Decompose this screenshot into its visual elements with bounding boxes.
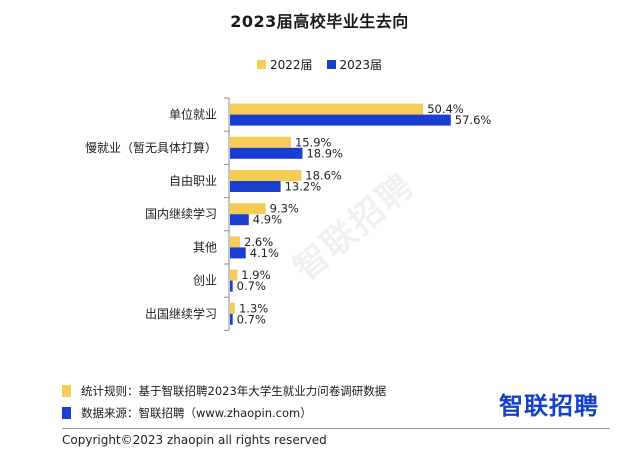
bar-2023 — [230, 181, 281, 192]
category-label: 其他 — [193, 240, 217, 254]
footer-divider — [62, 428, 610, 429]
category-label: 自由职业 — [169, 174, 217, 188]
bar-2022 — [230, 236, 240, 248]
copyright-text: Copyright©2023 zhaopin all rights reserv… — [62, 433, 327, 447]
legend-swatch-2022 — [256, 60, 266, 69]
value-label-2022: 1.9% — [241, 268, 270, 282]
bar-2023 — [230, 114, 451, 126]
value-label-2023: 57.6% — [455, 113, 492, 127]
footnote-rule: 统计规则：基于智联招聘2023年大学生就业力问卷调研数据 — [62, 380, 386, 402]
category-label: 国内继续学习 — [145, 206, 217, 221]
value-label-2022: 18.6% — [305, 169, 342, 183]
value-label-2023: 0.7% — [237, 279, 266, 293]
value-label-2023: 13.2% — [285, 180, 322, 194]
category-label: 出国继续学习 — [145, 306, 217, 321]
bar-2022 — [230, 170, 302, 181]
category-label: 慢就业（暂无具体打算） — [85, 140, 217, 155]
category-label: 创业 — [193, 274, 217, 288]
footnote-marker-yellow — [62, 385, 71, 397]
bar-2023 — [230, 214, 249, 226]
bar-2022 — [230, 269, 238, 281]
chart-legend: 2022届 2023届 — [0, 56, 639, 73]
value-label-2022: 15.9% — [295, 135, 332, 149]
zhaopin-logo: 智联招聘 — [499, 392, 599, 420]
bar-2022 — [230, 302, 235, 314]
bar-2022 — [230, 103, 424, 115]
legend-item-2023: 2023届 — [326, 56, 383, 73]
legend-label-2023: 2023届 — [339, 58, 383, 72]
category-label: 单位就业 — [169, 107, 217, 122]
legend-swatch-2023 — [326, 60, 336, 69]
value-label-2022: 1.3% — [239, 301, 268, 315]
bar-chart: 单位就业 50.4%57.6% 慢就业（暂无具体打算） 15.9%18.9% 自由职业 1… — [85, 97, 492, 331]
value-label-2023: 0.7% — [237, 312, 266, 326]
bar-2022 — [230, 136, 291, 148]
legend-label-2022: 2022届 — [269, 58, 313, 72]
chart-title: 2023届高校毕业生去向 — [230, 12, 409, 31]
bar-2022 — [230, 203, 266, 215]
bar-2023 — [230, 147, 303, 159]
bar-2023 — [230, 247, 246, 259]
value-label-2023: 4.9% — [253, 213, 282, 227]
value-label-2023: 4.1% — [250, 246, 279, 260]
footnote-rule-text: 统计规则：基于智联招聘2023年大学生就业力问卷调研数据 — [81, 384, 387, 398]
footnotes: 统计规则：基于智联招聘2023年大学生就业力问卷调研数据 数据来源：智联招聘（w… — [62, 380, 386, 424]
footnote-marker-blue — [62, 407, 71, 419]
value-label-2022: 50.4% — [427, 102, 464, 116]
footnote-source: 数据来源：智联招聘（www.zhaopin.com） — [62, 402, 386, 424]
value-label-2023: 18.9% — [306, 146, 343, 160]
value-label-2022: 2.6% — [244, 235, 273, 249]
value-label-2022: 9.3% — [270, 202, 299, 216]
footnote-source-text: 数据来源：智联招聘（www.zhaopin.com） — [81, 406, 312, 420]
bar-2023 — [230, 313, 233, 325]
legend-item-2022: 2022届 — [256, 56, 313, 73]
bar-2023 — [230, 280, 233, 292]
